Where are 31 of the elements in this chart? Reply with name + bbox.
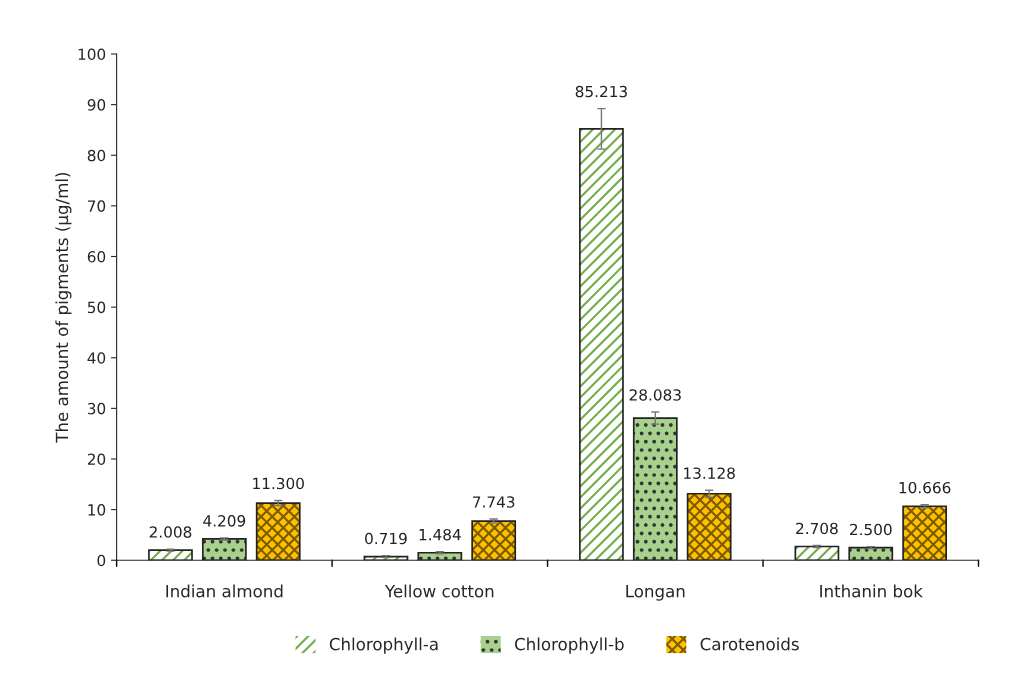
- data-label: 85.213: [575, 85, 627, 98]
- legend-label: Chlorophyll-a: [329, 637, 438, 654]
- x-tick-label: Longan: [626, 585, 685, 601]
- x-tick-label: Indian almond: [166, 584, 283, 598]
- data-label: 4.209: [203, 515, 246, 527]
- y-tick-label: 80: [87, 149, 106, 162]
- y-axis-title: The amount of pigments (µg/ml): [55, 172, 72, 443]
- y-tick-label: 20: [87, 453, 106, 466]
- data-label: 28.083: [629, 389, 681, 401]
- data-label: 13.128: [684, 467, 735, 479]
- data-label: 1.484: [419, 528, 461, 541]
- y-tick-label: 10: [88, 504, 106, 516]
- y-tick-label: 40: [87, 352, 106, 364]
- x-tick-label: Inthanin bok: [820, 584, 923, 598]
- data-label: 2.008: [149, 526, 192, 538]
- y-tick-label: 100: [78, 48, 106, 61]
- legend-label: Carotenoids: [700, 637, 799, 651]
- x-tick-label: Yellow cotton: [384, 584, 494, 598]
- y-tick-label: 90: [87, 99, 106, 111]
- y-tick-label: 0: [97, 554, 106, 567]
- data-label: 7.743: [473, 496, 515, 508]
- y-tick-label: 30: [87, 402, 106, 415]
- data-label: 0.719: [365, 532, 407, 545]
- y-tick-label: 70: [88, 200, 106, 212]
- data-label: 2.708: [796, 522, 838, 535]
- y-tick-label: 50: [87, 301, 106, 314]
- data-label: 11.300: [253, 477, 304, 490]
- data-label: 10.666: [899, 481, 951, 494]
- y-tick-label: 60: [87, 250, 106, 263]
- legend-label: Chlorophyll-b: [514, 637, 624, 654]
- data-label: 2.500: [850, 523, 892, 536]
